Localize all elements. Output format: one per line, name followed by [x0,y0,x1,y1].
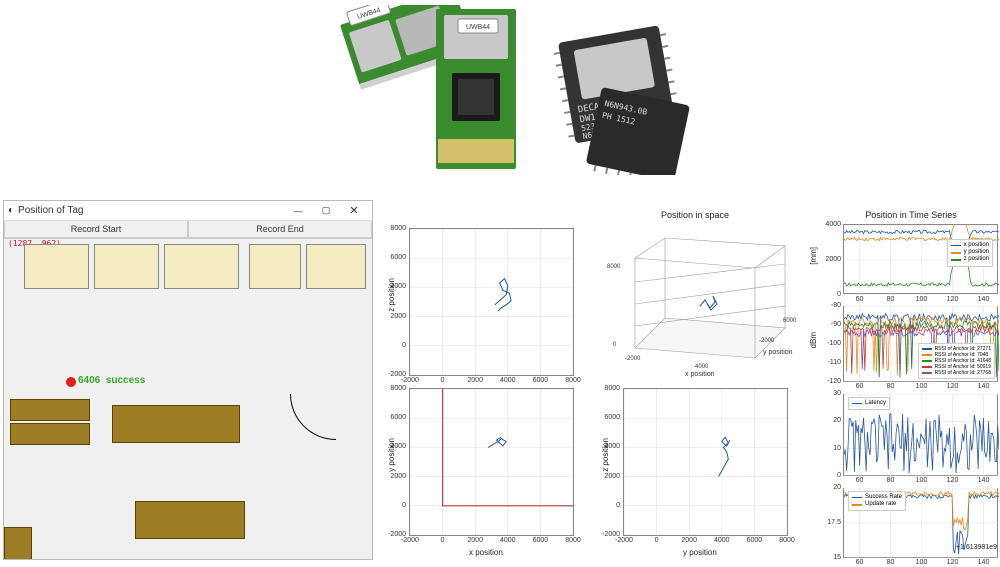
pcb-label-2: UWB44 [466,24,490,31]
svg-text:6000: 6000 [783,318,797,324]
svg-text:0: 0 [613,342,617,348]
hardware-photo: UWB44 UWB44 DECAWAVE [310,5,690,180]
furniture [10,399,90,421]
plot-3d-title: Position in space [595,210,795,220]
ts-title: Position in Time Series [825,210,997,220]
record-start-button[interactable]: Record Start [4,221,188,238]
ceiling-panel [164,244,239,289]
furniture [10,423,90,445]
pcb-module-2: UWB44 [430,5,540,180]
furniture [135,501,245,539]
svg-text:8000: 8000 [607,264,621,270]
legend: Latency [848,397,890,410]
ceiling-panel [24,244,89,289]
svg-text:-2000: -2000 [759,338,775,344]
app-icon: ◐ [8,205,14,216]
window-maximize[interactable]: ▢ [312,203,340,219]
door-arc [290,394,336,440]
legend: Success RateUpdate rate [848,491,906,511]
ts-panel-1[interactable]: -120-110-100-90-806080100120140RSSI of A… [843,306,998,382]
furniture [4,527,32,559]
ceiling-panel [249,244,301,289]
record-end-button[interactable]: Record End [188,221,372,238]
furniture [112,405,240,443]
plot-xz[interactable]: -200002000400060008000-20000200040006000… [409,228,574,376]
tag-marker[interactable] [66,377,76,387]
titlebar[interactable]: ◐ Position of Tag — ▢ ✕ [4,201,372,221]
xlabel-xy: x position [469,548,503,557]
svg-text:y position: y position [763,349,793,356]
ceiling-panel [306,244,366,289]
ylabel-yz: z position [601,438,610,472]
tag-label: 6406 success [78,375,145,386]
plot-3d[interactable]: x position y position z position -2000 4… [605,228,805,388]
legend: x positiony positionz position [947,239,993,267]
ts-panel-0[interactable]: 0200040006080100120140x positiony positi… [843,224,998,294]
xlabel-yz: y position [683,548,717,557]
svg-text:x position: x position [685,371,715,378]
window-title: Position of Tag [18,205,83,216]
window-minimize[interactable]: — [284,203,312,219]
svg-text:4000: 4000 [695,364,709,370]
floor-plan-canvas[interactable]: (1287, 962) 6406 success [4,239,372,559]
plot-yz[interactable]: -200002000400060008000-20000200040006000… [623,388,788,536]
ts-exp: +1.613981e9 [956,544,997,551]
decawave-chips: DECAWAVE DW1000A 5230E-1N N6N943.0B N6N9… [540,25,700,175]
window-close[interactable]: ✕ [340,203,368,219]
legend: RSSI of Anchor Id: 27271RSSI of Anchor I… [918,343,995,379]
ceiling-panel [94,244,159,289]
plots-region: -200002000400060008000-20000200040006000… [385,210,997,560]
toolbar: Record Start Record End [4,221,372,239]
app-window: ◐ Position of Tag — ▢ ✕ Record Start Rec… [3,200,373,560]
ylabel-xz: z position [387,278,396,312]
svg-text:-2000: -2000 [625,356,641,362]
ylabel-xy: y position [387,438,396,472]
ts-panel-2[interactable]: 01020306080100120140Latency [843,394,998,476]
plot-xy[interactable]: -200002000400060008000-20000200040006000… [409,388,574,536]
